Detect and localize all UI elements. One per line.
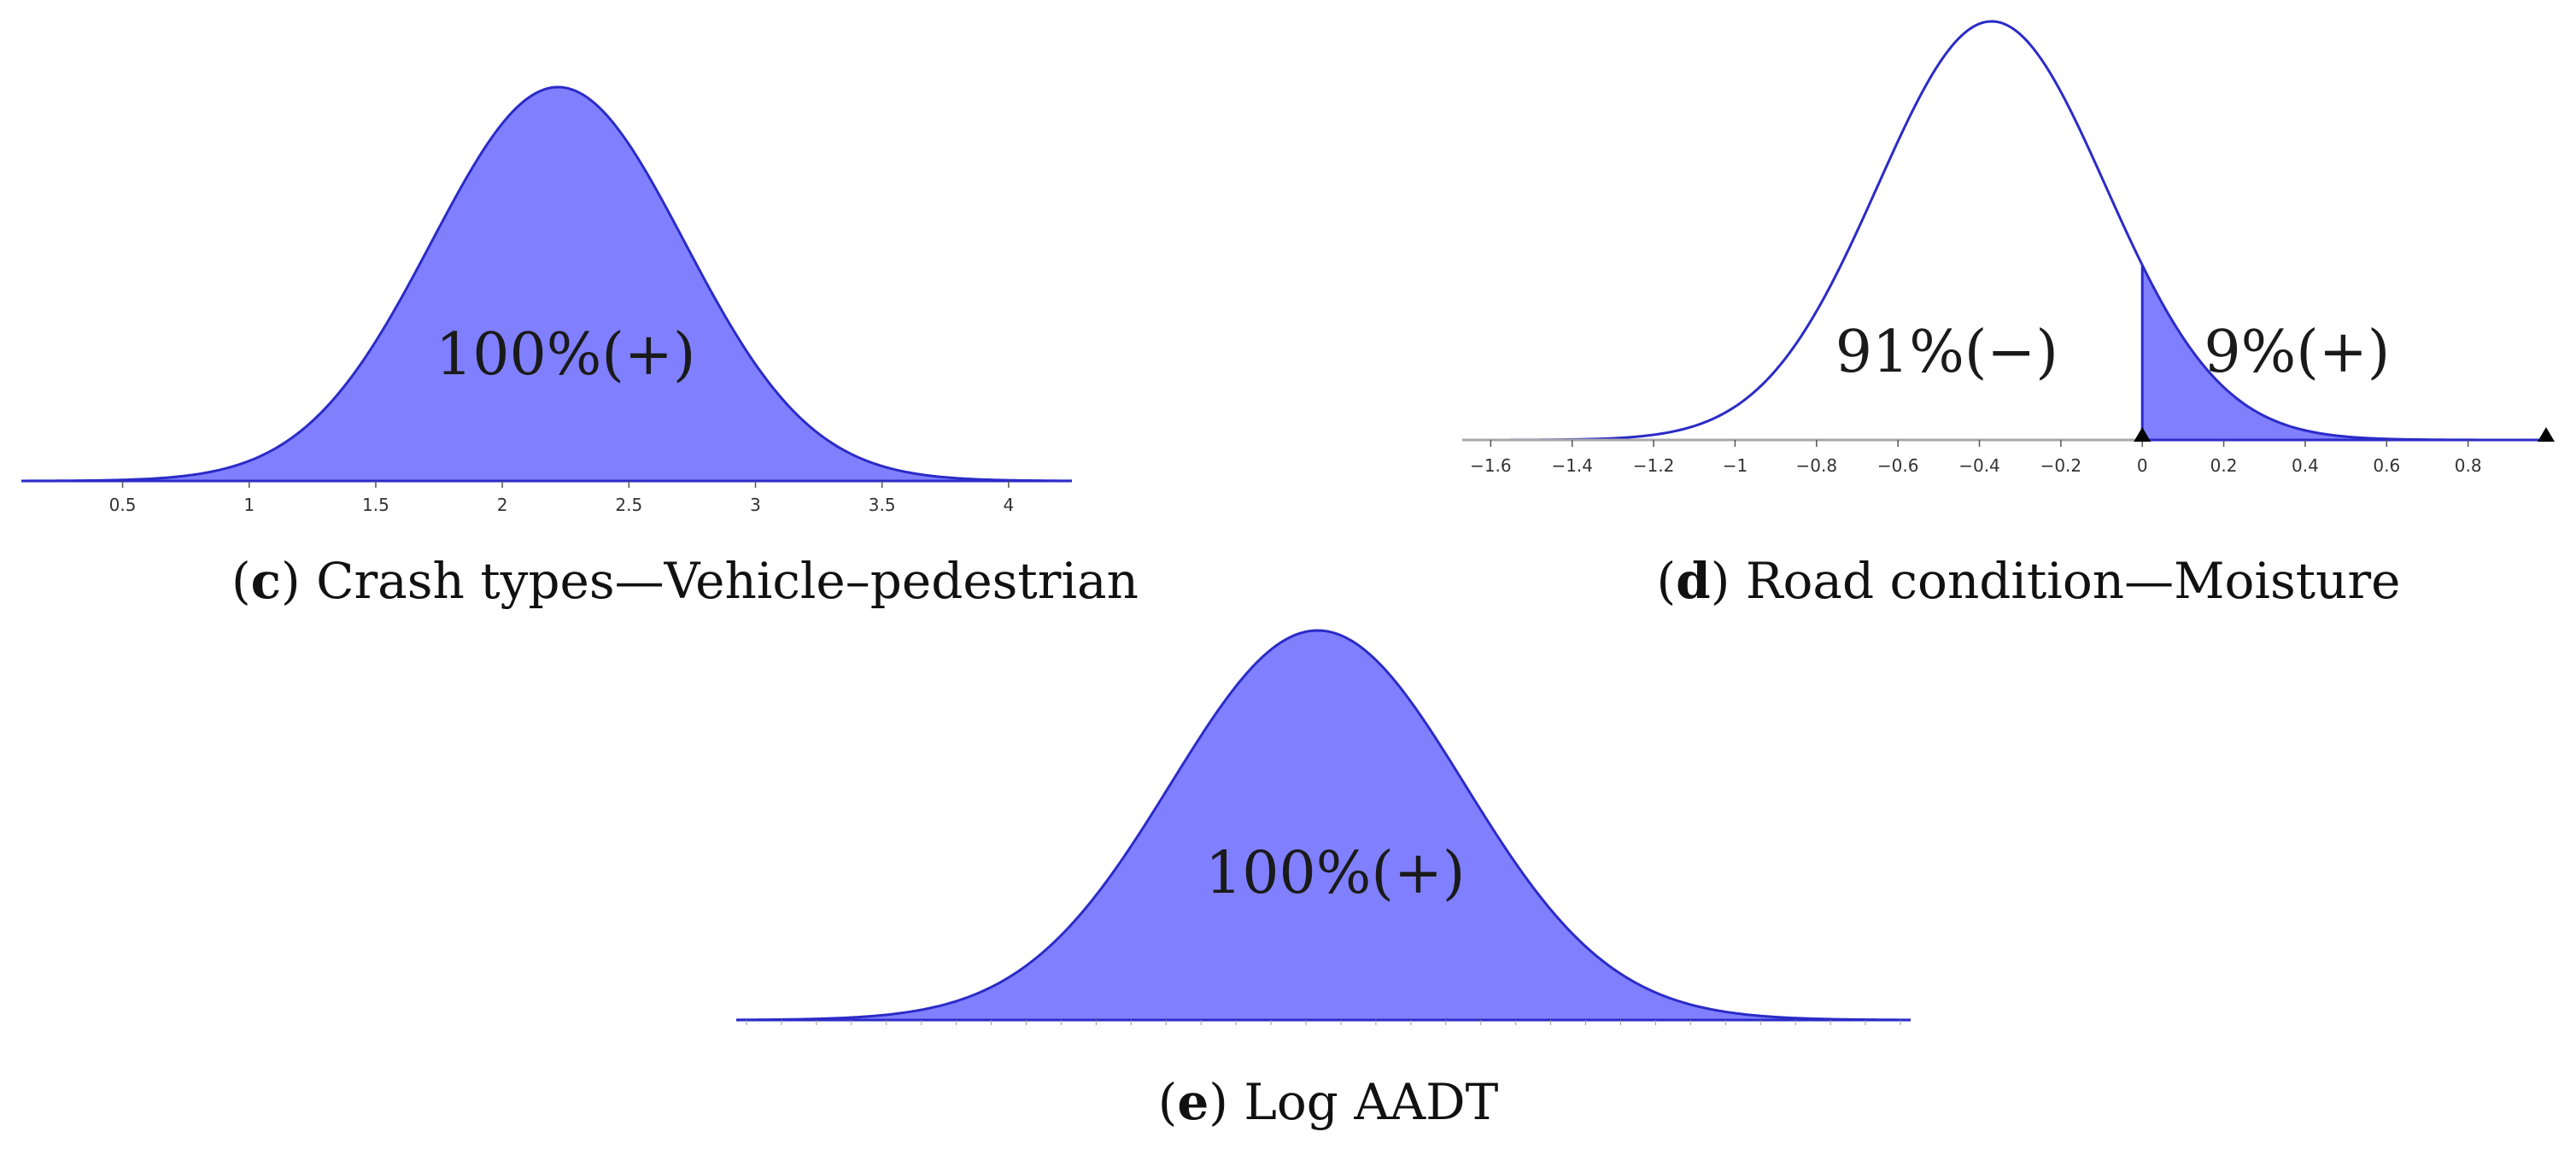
panel-d: −1.6 −1.4 −1.2 −1 −0.8 −0.6 −0.4 −0.2 0 0.2 0.4 0.6… — [1462, 20, 2555, 610]
tick-label-d-12: 0.8 — [2455, 455, 2482, 476]
tick-label-c-1: 1 — [243, 495, 255, 515]
caption-e-letter: e — [1177, 1073, 1209, 1131]
marker-zero-d — [2134, 427, 2152, 442]
region-label-e-0: 100%(+) — [1205, 840, 1465, 907]
curve-e — [735, 629, 1912, 1022]
tick-label-c-5: 3 — [750, 495, 761, 515]
tick-label-d-9: 0.2 — [2210, 455, 2238, 476]
tick-label-d-4: −0.8 — [1796, 455, 1838, 476]
region-label-d-0: 91%(−) — [1835, 319, 2058, 386]
tick-label-c-3: 2 — [497, 495, 508, 515]
marker-end-d — [2538, 427, 2555, 442]
tick-label-d-7: −0.2 — [2040, 455, 2082, 476]
tick-label-d-3: −1 — [1723, 455, 1748, 476]
tick-label-d-5: −0.6 — [1877, 455, 1919, 476]
tick-label-c-7: 4 — [1004, 495, 1015, 515]
tick-label-d-2: −1.2 — [1633, 455, 1675, 476]
caption-d-text: Road condition—Moisture — [1746, 552, 2401, 610]
caption-e: (e) Log AADT — [1158, 1073, 1499, 1131]
tick-label-d-8: 0 — [2137, 455, 2148, 476]
curve-d — [1462, 20, 2550, 442]
panel-e: 100%(+) (e) Log AADT — [735, 629, 1912, 1131]
tick-label-c-0: 0.5 — [109, 495, 137, 515]
caption-c-letter: c — [251, 552, 281, 610]
panel-c: 0.5 1 1.5 2 2.5 3 3.5 4 100%(+) (c) Crash types… — [21, 85, 1139, 610]
tick-label-d-0: −1.6 — [1470, 455, 1512, 476]
region-label-d-1: 9%(+) — [2204, 319, 2390, 386]
area-e — [736, 630, 1911, 1020]
area-c — [21, 87, 1072, 481]
caption-c-text: Crash types—Vehicle–pedestrian — [316, 552, 1139, 610]
caption-e-text: Log AADT — [1244, 1073, 1498, 1131]
tick-label-d-11: 0.6 — [2373, 455, 2400, 476]
tick-label-d-10: 0.4 — [2292, 455, 2319, 476]
region-label-c-0: 100%(+) — [436, 321, 695, 389]
caption-d: (d) Road condition—Moisture — [1657, 552, 2401, 610]
area-d — [2142, 265, 2550, 440]
curve-c — [21, 85, 1073, 483]
ticks-c: 0.5 1 1.5 2 2.5 3 3.5 4 — [109, 481, 1015, 515]
tick-label-d-6: −0.4 — [1958, 455, 2000, 476]
caption-c: (c) Crash types—Vehicle–pedestrian — [231, 552, 1139, 610]
tick-label-c-4: 2.5 — [615, 495, 642, 515]
caption-d-letter: d — [1676, 552, 1711, 610]
ticks-d: −1.6 −1.4 −1.2 −1 −0.8 −0.6 −0.4 −0.2 0 0.2 0.4 0.6… — [1470, 440, 2482, 476]
tick-label-c-6: 3.5 — [869, 495, 896, 515]
tick-label-c-2: 1.5 — [362, 495, 389, 515]
ticks-e — [746, 1020, 1901, 1025]
tick-label-d-1: −1.4 — [1551, 455, 1593, 476]
